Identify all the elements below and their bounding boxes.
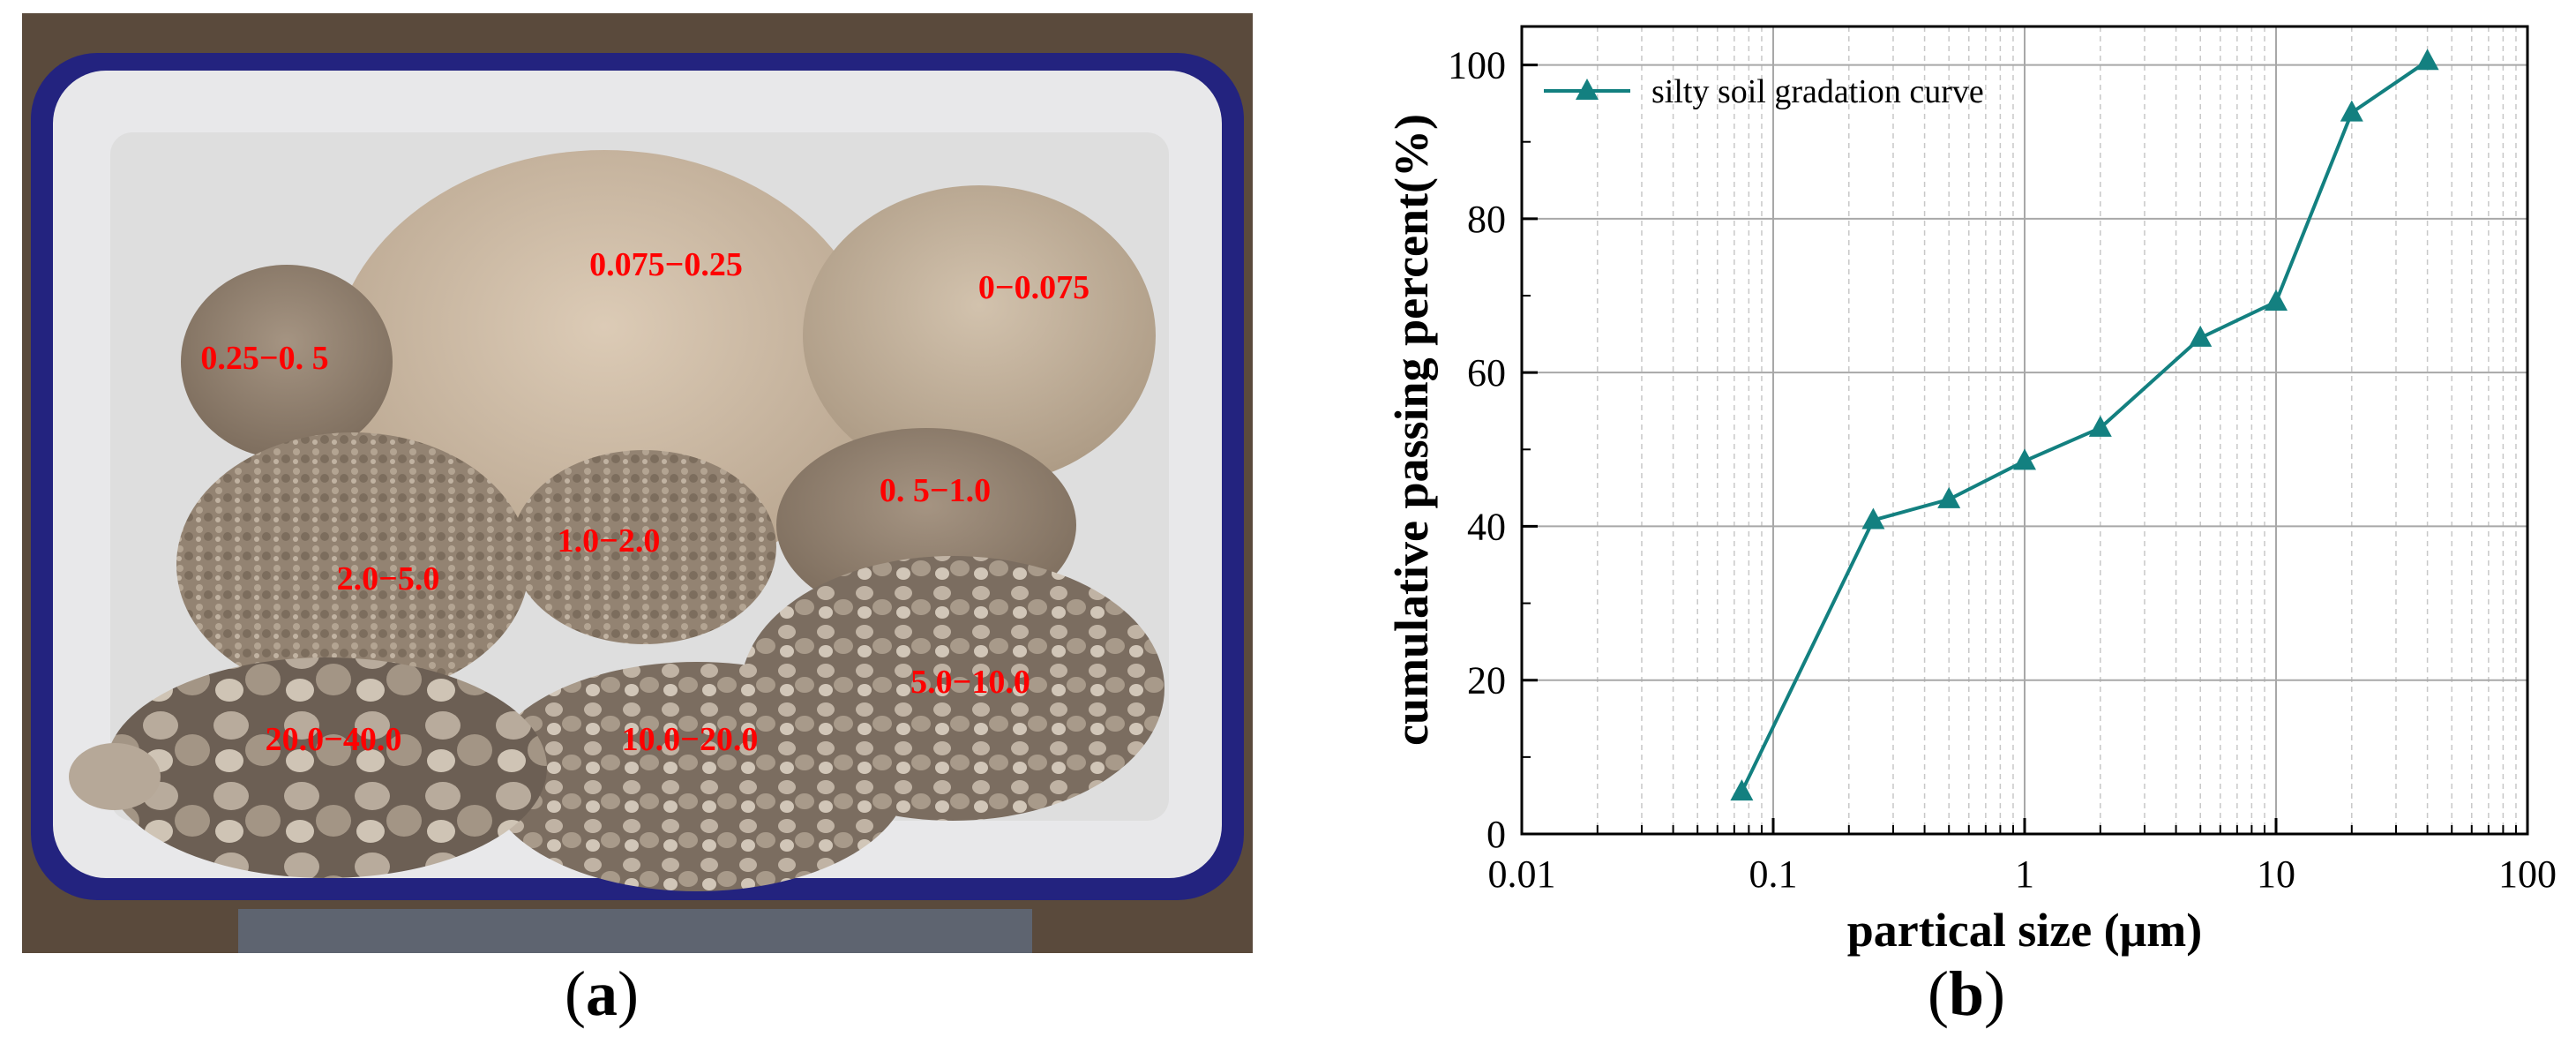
coarse-gravel-pile xyxy=(485,662,909,891)
medium-sand-pile xyxy=(181,265,393,459)
data-point xyxy=(1861,507,1885,530)
y-tick-label: 80 xyxy=(1467,198,1506,241)
data-point xyxy=(2265,289,2288,311)
panel-b-letter: b xyxy=(1948,958,1985,1029)
plot-frame xyxy=(1520,25,2529,836)
axis-ticks xyxy=(1520,64,2529,836)
legend-marker xyxy=(1576,79,1599,100)
fine-gravel-pile xyxy=(176,432,529,697)
scale-base xyxy=(238,909,1032,953)
photo-label-0: 0.075−0.25 xyxy=(589,246,743,283)
y-tick-label: 0 xyxy=(1486,813,1506,856)
photo-label-3: 0. 5−1.0 xyxy=(880,472,991,509)
data-point xyxy=(2189,325,2213,347)
data-point xyxy=(2013,448,2036,470)
panel-label-a: (a) xyxy=(565,958,639,1031)
y-tick-label: 60 xyxy=(1467,351,1506,394)
panel-a-open-paren: ( xyxy=(565,958,586,1029)
series xyxy=(1730,49,2439,801)
legend: silty soil gradation curve xyxy=(1544,73,1984,110)
data-point xyxy=(2415,49,2439,71)
panel-a-letter: a xyxy=(585,958,618,1029)
x-tick-label: 0.1 xyxy=(1749,852,1798,896)
y-tick-label: 20 xyxy=(1467,659,1506,702)
y-tick-label: 40 xyxy=(1467,505,1506,548)
photo-label-5: 2.0−5.0 xyxy=(337,560,440,597)
data-point xyxy=(1730,779,1754,801)
y-tick-labels: 0 20 40 60 80 100 xyxy=(1448,44,1506,856)
photo-label-6: 5.0−10.0 xyxy=(910,664,1030,701)
panel-b-open-paren: ( xyxy=(1928,958,1949,1029)
series-line xyxy=(1740,59,2429,792)
data-point xyxy=(1937,486,1961,508)
panel-a-close-paren: ) xyxy=(617,958,639,1029)
stray-rock xyxy=(69,743,161,810)
data-point xyxy=(2088,415,2112,437)
x-tick-label: 0.01 xyxy=(1488,852,1556,896)
panel-label-b: (b) xyxy=(1928,958,2005,1031)
x-axis-label: partical size (μm) xyxy=(1847,904,2202,957)
panel-b-close-paren: ) xyxy=(1984,958,2006,1029)
legend-label: silty soil gradation curve xyxy=(1651,73,1984,110)
very-coarse-sand-pile xyxy=(512,450,776,644)
x-tick-label: 100 xyxy=(2498,852,2557,896)
y-axis-label: cumulative passing percent(%) xyxy=(1385,114,1438,746)
y-tick-label: 100 xyxy=(1448,44,1506,87)
grid xyxy=(1521,26,2528,835)
photo-label-7: 20.0−40.0 xyxy=(266,721,402,758)
very-coarse-gravel-pile xyxy=(106,657,547,878)
photo-label-8: 10.0−20.0 xyxy=(622,721,759,758)
x-tick-labels: 0.01 0.1 1 10 100 xyxy=(1488,852,2557,896)
soil-sample-photo: 0.075−0.25 0−0.075 0.25−0. 5 0. 5−1.0 1.… xyxy=(22,13,1253,953)
finest-pile xyxy=(803,185,1156,485)
gradation-chart: 0.01 0.1 1 10 100 0 20 40 60 80 100 partical size… xyxy=(1385,25,2557,957)
x-tick-label: 1 xyxy=(2015,852,2034,896)
photo-label-1: 0−0.075 xyxy=(978,269,1090,306)
x-tick-label: 10 xyxy=(2257,852,2295,896)
photo-label-4: 1.0−2.0 xyxy=(558,522,661,560)
photo-label-2: 0.25−0. 5 xyxy=(200,340,328,377)
data-point xyxy=(2340,100,2363,122)
